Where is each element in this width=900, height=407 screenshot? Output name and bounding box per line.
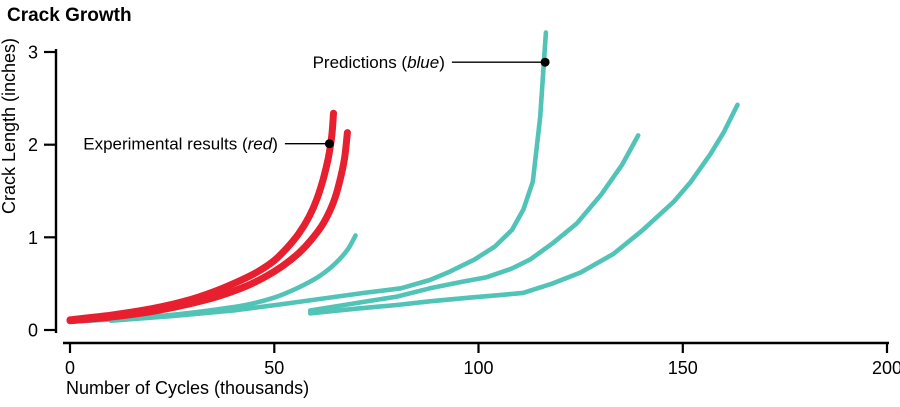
series-layer: [66, 30, 740, 325]
annotation-predictions-prefix: Predictions (: [313, 53, 408, 72]
axes-layer: 0 1 2 3 0 50 100 150 200: [28, 43, 900, 379]
annotation-layer: [284, 57, 550, 149]
x-tick-label-200: 200: [872, 358, 900, 378]
x-tick-label-100: 100: [463, 358, 493, 378]
y-tick-label-0: 0: [28, 321, 38, 341]
annotation-dot-experimental: [324, 139, 334, 149]
x-tick-label-150: 150: [668, 358, 698, 378]
annotation-text-predictions: Predictions (blue): [313, 53, 445, 72]
series-line-prediction-2: [108, 30, 549, 323]
y-axis-label: Crack Length (inches): [0, 38, 19, 214]
x-axis-label: Number of Cycles (thousands): [66, 378, 309, 398]
x-tick-label-50: 50: [264, 358, 284, 378]
annotation-dot-predictions: [540, 57, 550, 67]
annotation-text-experimental: Experimental results (red): [83, 135, 278, 154]
annotation-experimental-prefix: Experimental results (: [83, 135, 248, 154]
y-tick-label-1: 1: [28, 228, 38, 248]
y-tick-label-3: 3: [28, 43, 38, 63]
chart-title: Crack Growth: [7, 5, 132, 26]
x-tick-label-0: 0: [65, 358, 75, 378]
series-line-experimental-result-2: [66, 129, 351, 325]
annotation-predictions-em: blue: [407, 53, 439, 72]
y-tick-label-2: 2: [28, 135, 38, 155]
series-line-prediction-3: [307, 133, 641, 313]
series-line-prediction-4: [307, 102, 740, 316]
annotation-predictions-suffix: ): [439, 53, 445, 72]
annotation-experimental-suffix: ): [272, 135, 278, 154]
annotation-experimental-em: red: [248, 135, 273, 154]
